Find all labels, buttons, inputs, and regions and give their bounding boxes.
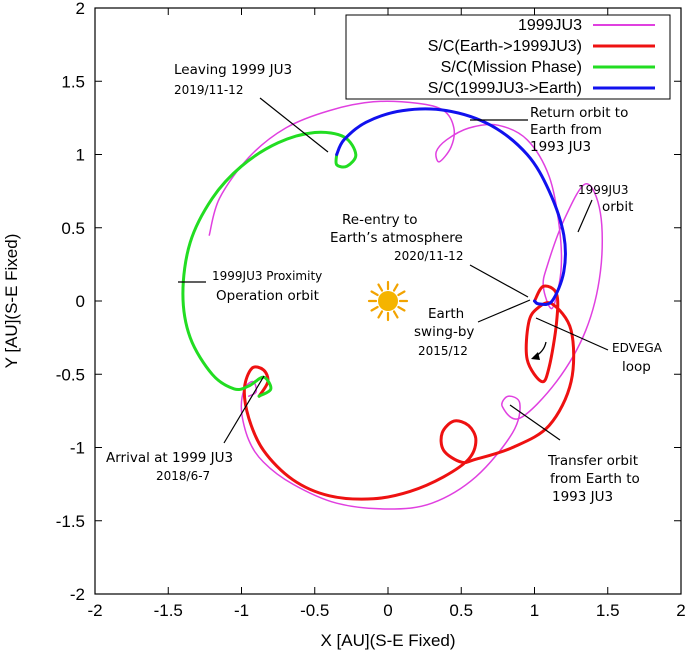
annotation-return-line3: 1993 JU3: [530, 139, 591, 155]
annotation-reentry-line3: 2020/11-12: [394, 249, 463, 263]
annotation-edvega-line2: loop: [622, 359, 651, 375]
annotation-swingby-line2: swing-by: [414, 324, 474, 340]
leader-ju3-orbit: [577, 199, 593, 233]
sun-icon: [367, 280, 409, 322]
annotation-ju3orbit-line2: orbit: [602, 199, 633, 215]
sun-ray: [392, 283, 399, 292]
leader-reentry: [469, 264, 529, 298]
annotation-reentry-line1: Re-entry to: [342, 212, 418, 228]
sun-ray: [397, 290, 406, 297]
tick-layer: -2 -1.5 -1 -0.5 0 0.5 1 1.5 2 -2 -1.5 -1 -0.5 0 0.5 1 1.…: [56, 0, 686, 620]
sun-disc: [378, 291, 398, 311]
annotation-proximity-line1: 1999JU3 Proximity: [212, 269, 322, 283]
x-tick-label: -2: [87, 601, 102, 620]
y-tick-label: -0.5: [56, 365, 85, 384]
x-tick-label: 0: [383, 601, 392, 620]
leader-arrival: [223, 375, 265, 444]
y-tick-label: 0: [76, 292, 85, 311]
leader-leaving: [259, 97, 329, 153]
x-tick-label: 2: [676, 601, 685, 620]
annotation-transfer-line3: 1993 JU3: [552, 489, 613, 505]
sun-ray: [392, 310, 399, 319]
y-tick-label: 1.5: [61, 72, 85, 91]
series-1999ju3-orbit: [208, 100, 604, 510]
sun-ray: [397, 305, 406, 312]
annotation-return-line2: Earth from: [530, 122, 602, 138]
x-tick-label: -0.5: [300, 601, 329, 620]
y-axis-title: Y [AU](S-E Fixed): [2, 234, 21, 369]
annotation-edvega-line1: EDVEGA: [612, 341, 663, 355]
annotation-arrival-line1: Arrival at 1999 JU3: [106, 450, 233, 466]
sun-ray: [377, 283, 384, 292]
annotation-leaders: [178, 97, 609, 444]
leader-edvega: [535, 317, 609, 351]
edvega-direction-arrowhead: [531, 352, 540, 360]
legend-label-earth-to-ju3: S/C(Earth->1999JU3): [428, 38, 582, 55]
x-tick-label: -1.5: [154, 601, 183, 620]
legend-label-1999ju3: 1999JU3: [518, 17, 582, 34]
annotation-leaving-line2: 2019/11-12: [174, 83, 243, 97]
x-tick-label: -1: [234, 601, 249, 620]
plot-frame: [94, 7, 682, 595]
series-mission-phase: [181, 130, 358, 398]
y-tick-label: 1: [76, 146, 85, 165]
y-tick-label: -2: [70, 585, 85, 604]
series-earth-to-ju3: [242, 284, 576, 501]
sun-ray: [370, 290, 379, 297]
y-tick-label: -1: [70, 439, 85, 458]
legend-box: [345, 14, 671, 100]
annotation-ju3orbit-line1: 1999JU3: [578, 183, 629, 197]
annotation-transfer-line2: from Earth to: [550, 471, 640, 487]
legend-label-ju3-to-earth: S/C(1999JU3->Earth): [428, 80, 582, 97]
y-tick-label: -1.5: [56, 512, 85, 531]
y-tick-label: 0.5: [61, 219, 85, 238]
x-tick-label: 0.5: [449, 601, 473, 620]
x-tick-label: 1.5: [596, 601, 620, 620]
annotation-reentry-line2: Earth’s atmosphere: [330, 230, 463, 246]
series-layer: [181, 100, 604, 510]
x-axis-title: X [AU](S-E Fixed): [320, 631, 455, 650]
y-tick-label: 2: [76, 0, 85, 18]
x-tick-label: 1: [530, 601, 539, 620]
series-ju3-to-earth: [335, 107, 567, 306]
legend: 1999JU3 S/C(Earth->1999JU3) S/C(Mission …: [345, 14, 671, 100]
annotation-swingby-line3: 2015/12: [418, 344, 468, 358]
annotation-leaving-line1: Leaving 1999 JU3: [174, 62, 292, 78]
annotation-proximity-line2: Operation orbit: [216, 288, 319, 304]
legend-label-mission-phase: S/C(Mission Phase): [441, 59, 582, 76]
leader-transfer: [509, 404, 561, 441]
sun-ray: [377, 310, 384, 319]
annotation-arrival-line2: 2018/6-7: [156, 469, 210, 483]
annotation-swingby-line1: Earth: [428, 306, 464, 322]
annotation-transfer-line1: Transfer orbit: [547, 453, 638, 469]
annotations: Leaving 1999 JU3 2019/11-12 Return orbit…: [106, 62, 663, 505]
sun-ray: [370, 305, 379, 312]
leader-swingby: [477, 299, 531, 323]
annotation-return-line1: Return orbit to: [530, 105, 628, 121]
